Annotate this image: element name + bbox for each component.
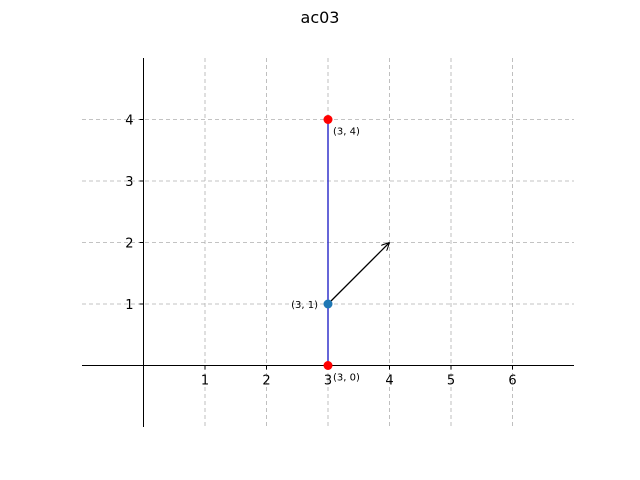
y-tick-label: 1 [125,298,133,313]
y-tick-label: 4 [125,114,133,129]
point-label: (3, 1) [291,300,318,311]
x-tick-label: 4 [385,374,393,389]
x-tick-label: 3 [324,374,332,389]
vector-arrow [327,243,390,305]
tick-labels: 1 2 3 4 5 6 1 2 3 4 [125,114,516,389]
y-tick-label: 2 [125,237,133,252]
x-tick-label: 2 [262,374,270,389]
data-point [323,299,333,309]
y-tick-label: 3 [125,175,133,190]
point-label: (3, 4) [333,127,360,138]
x-tick-label: 6 [508,374,516,389]
x-tick-label: 1 [201,374,209,389]
data-point [323,361,333,370]
x-tick-label: 5 [447,374,455,389]
point-label: (3, 0) [333,373,360,384]
chart-title: ac03 [300,8,340,27]
data-layer: (3, 4) (3, 0) (3, 1) [291,115,389,384]
data-point [323,115,333,124]
